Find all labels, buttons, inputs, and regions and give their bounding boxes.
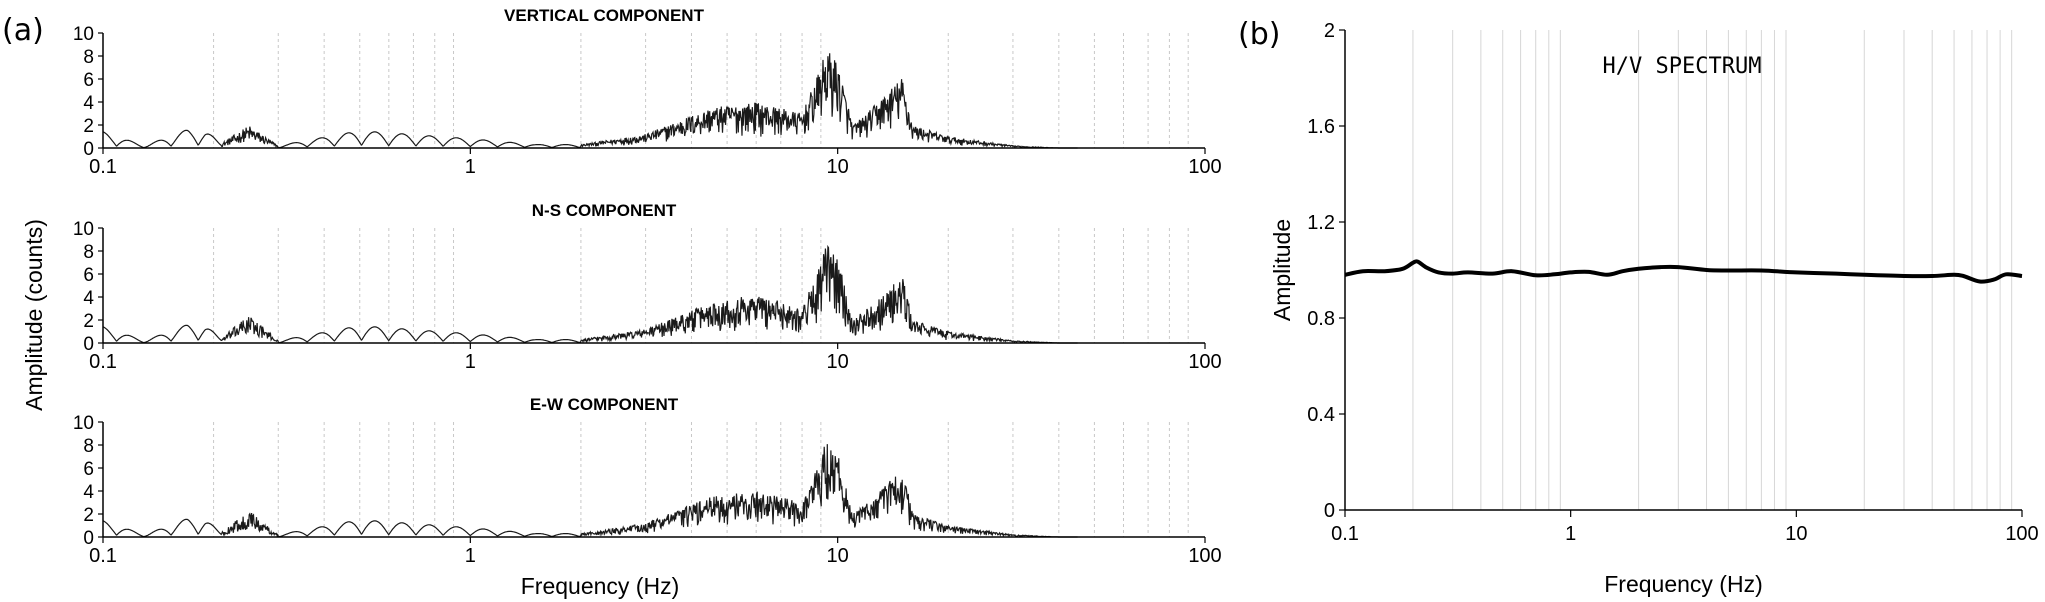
x-tick-label: 10	[827, 351, 849, 373]
y-tick-label: 10	[73, 413, 94, 434]
x-tick-label: 10	[827, 545, 849, 567]
y-tick-label: 2	[83, 505, 94, 526]
plot-title: E-W COMPONENT	[530, 395, 679, 414]
y-tick-label: 10	[73, 24, 94, 45]
y-tick-label: 1.6	[1307, 116, 1335, 138]
y-tick-label: 2	[1324, 20, 1335, 42]
grid	[213, 33, 1189, 148]
y-tick-label: 2	[83, 311, 94, 332]
y-tick-label: 4	[83, 93, 94, 114]
y-tick-label: 4	[83, 288, 94, 309]
plot-title: N-S COMPONENT	[532, 201, 677, 220]
x-tick-label: 0.1	[89, 351, 117, 373]
x-tick-label: 0.1	[89, 545, 117, 567]
y-tick-label: 6	[83, 459, 94, 480]
spectrum-line	[102, 53, 1078, 149]
x-tick-label: 1	[465, 351, 476, 373]
grid	[213, 228, 1189, 343]
x-tick-label: 100	[1188, 545, 1221, 567]
panel-a-letter: (a)	[2, 13, 44, 48]
x-tick-label: 1	[1565, 523, 1576, 545]
x-tick-label: 1	[465, 156, 476, 178]
x-tick-label: 1	[465, 545, 476, 567]
grid	[213, 422, 1189, 537]
y-tick-label: 6	[83, 265, 94, 286]
hv-title: H/V SPECTRUM	[1603, 54, 1762, 79]
spectrum-line	[102, 444, 1078, 538]
y-tick-label: 2	[83, 116, 94, 137]
x-tick-label: 0.1	[1331, 523, 1359, 545]
y-tick-label: 8	[83, 436, 94, 457]
y-tick-label: 1.2	[1307, 212, 1335, 234]
plot-title: VERTICAL COMPONENT	[504, 6, 705, 25]
x-tick-label: 10	[1785, 523, 1807, 545]
y-tick-label: 0	[83, 334, 94, 355]
x-tick-label: 100	[1188, 156, 1221, 178]
hv-spectrum-plot: H/V SPECTRUM 0 0.4 0.8 1.2 1.6 2 0.1 1 10 100 Ampli…	[1269, 20, 2039, 597]
panel-a-xlabel: Frequency (Hz)	[521, 573, 679, 599]
x-tick-label: 100	[2005, 523, 2038, 545]
y-tick-label: 0	[83, 528, 94, 549]
spectrum-line	[102, 244, 1078, 344]
x-tick-label: 10	[827, 156, 849, 178]
x-tick-label: 0.1	[89, 156, 117, 178]
y-tick-label: 0	[1324, 500, 1335, 522]
y-tick-label: 4	[83, 482, 94, 503]
x-tick-label: 100	[1188, 351, 1221, 373]
y-tick-label: 0	[83, 139, 94, 160]
y-tick-label: 0.8	[1307, 308, 1335, 330]
panel-b-letter: (b)	[1238, 17, 1280, 52]
panel-a-ylabel: Amplitude (counts)	[21, 219, 47, 411]
y-tick-label: 6	[83, 70, 94, 91]
y-tick-label: 10	[73, 219, 94, 240]
hv-xlabel: Frequency (Hz)	[1604, 571, 1762, 597]
hv-curve	[1344, 259, 2023, 284]
y-tick-label: 8	[83, 47, 94, 68]
y-tick-label: 0.4	[1307, 404, 1335, 426]
y-tick-label: 8	[83, 242, 94, 263]
hv-ylabel: Amplitude	[1269, 219, 1295, 321]
